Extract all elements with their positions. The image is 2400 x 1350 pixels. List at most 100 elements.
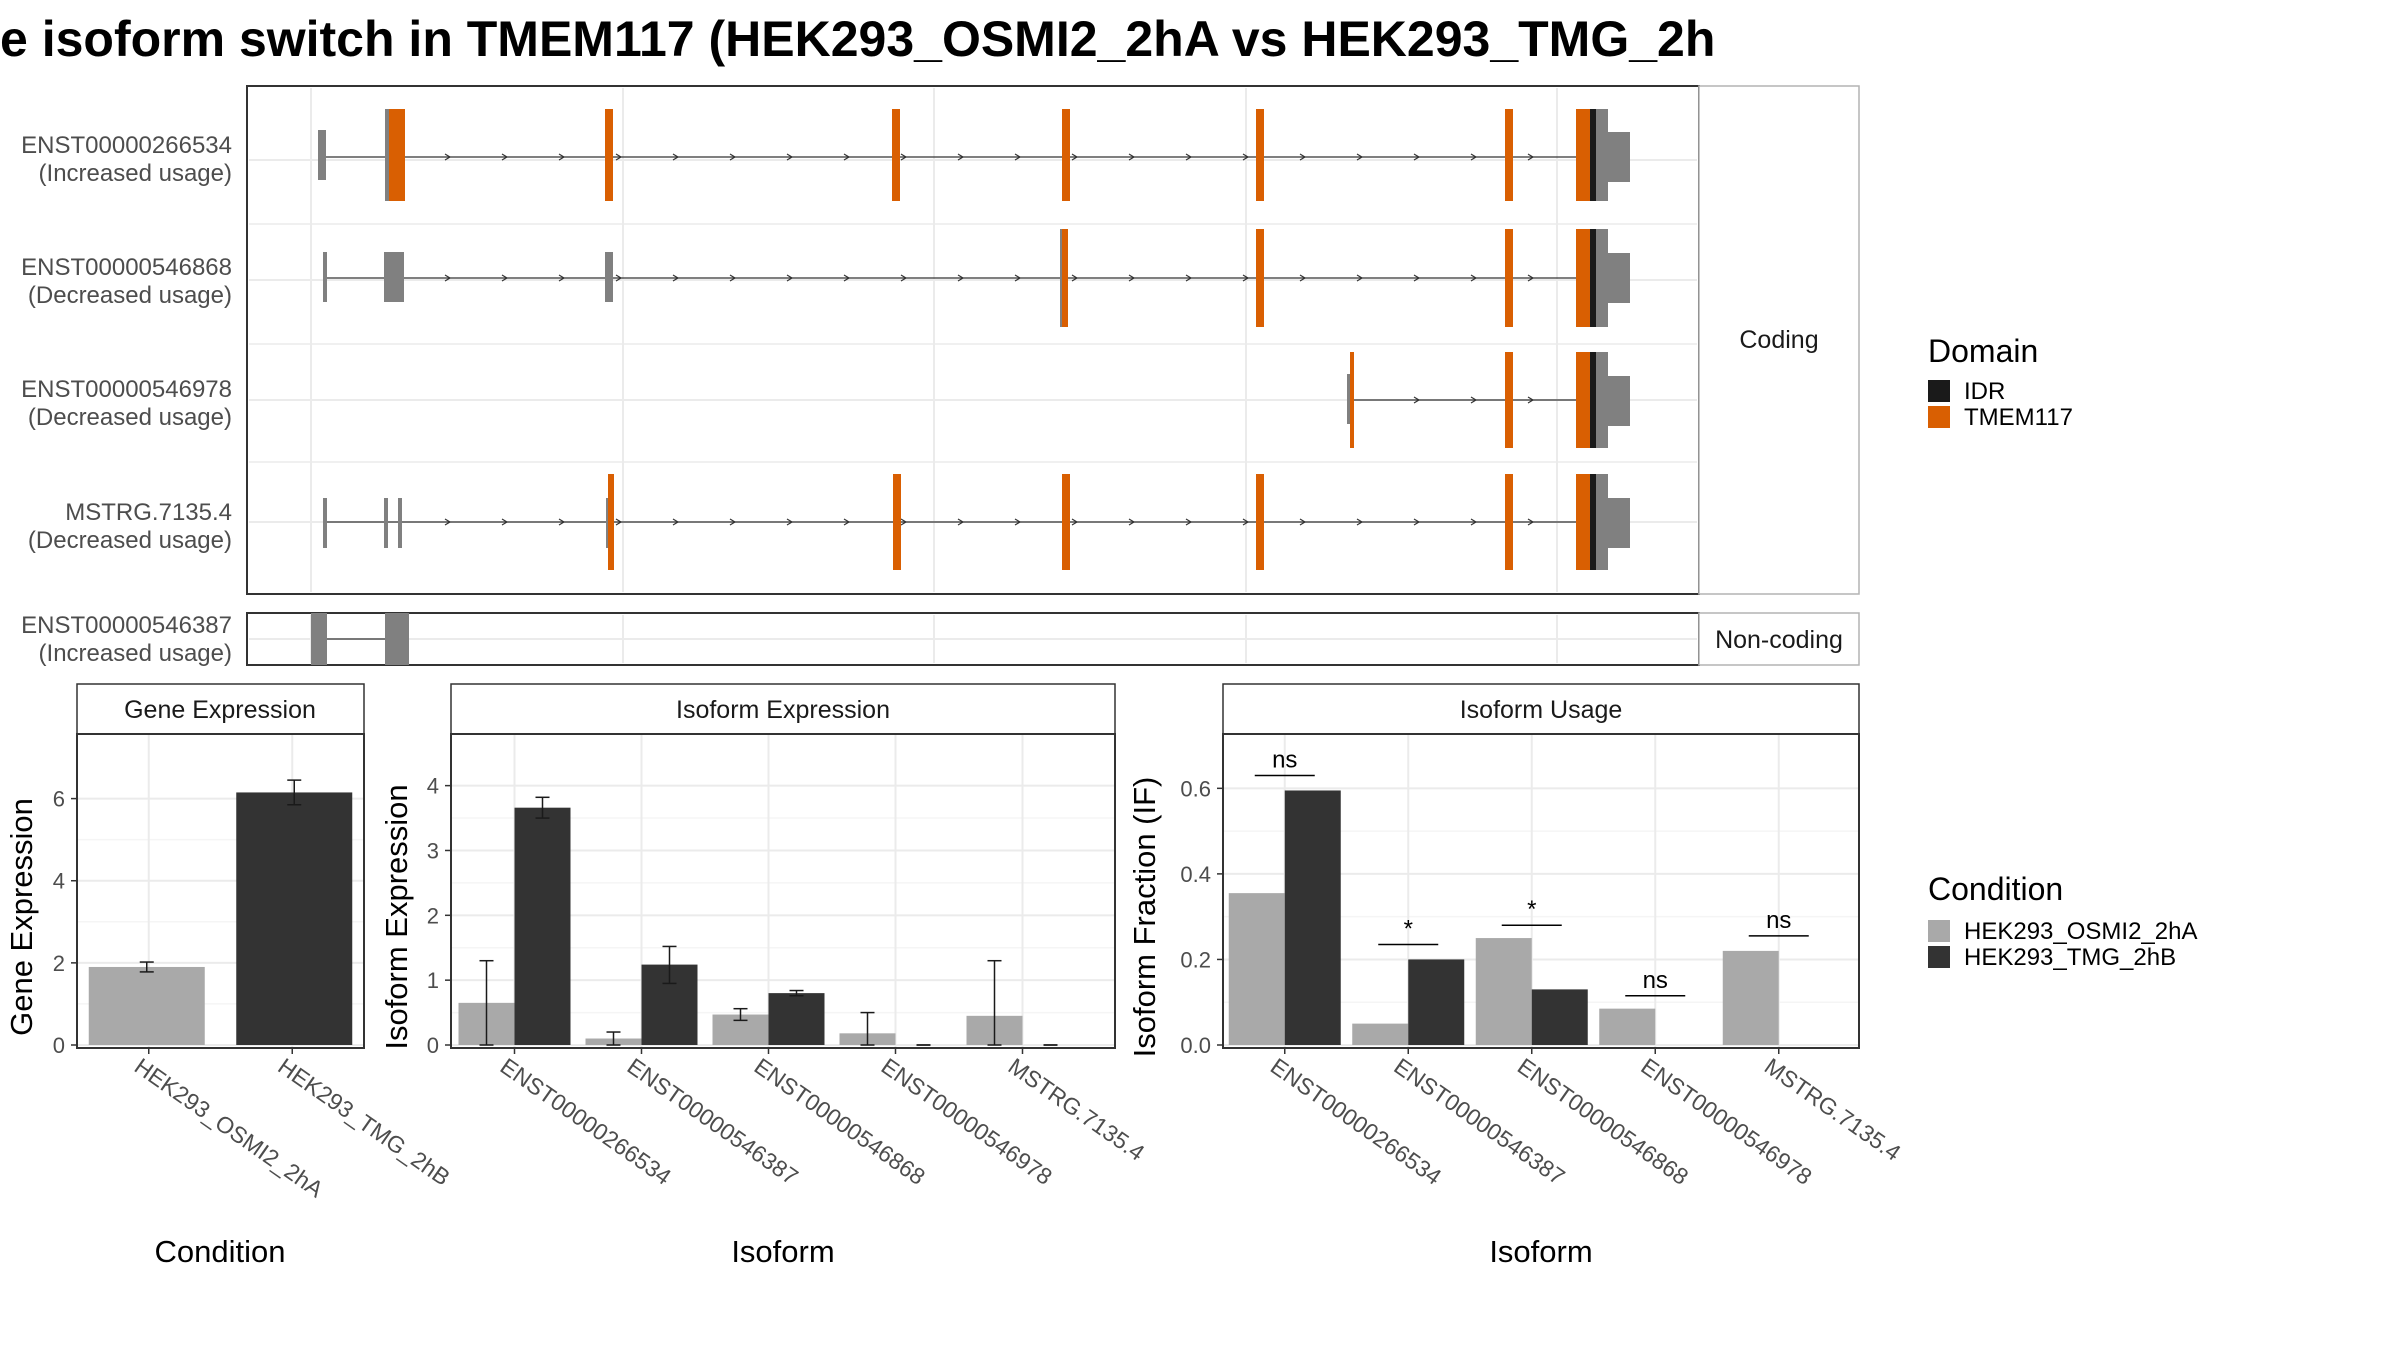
bar [1284, 790, 1341, 1045]
x-axis-title: Isoform [1489, 1234, 1592, 1269]
exon-block [1062, 109, 1070, 201]
intron-arrow [1299, 153, 1307, 161]
exon-block [318, 130, 326, 180]
coding-tracks [318, 109, 1630, 570]
intron-arrow [444, 518, 452, 526]
bar [88, 966, 205, 1045]
exon-block [1576, 109, 1590, 201]
intron-arrow [444, 274, 452, 282]
x-axis-title: Isoform [731, 1234, 834, 1269]
significance-label: * [1527, 896, 1536, 923]
bar [236, 792, 353, 1045]
bar [1408, 959, 1465, 1045]
track-label-usage: (Decreased usage) [28, 404, 232, 431]
intron-arrow [558, 153, 566, 161]
coding-panel-frame [246, 85, 1700, 595]
intron-arrow [1128, 153, 1136, 161]
intron-arrow [729, 274, 737, 282]
intron-arrow [900, 274, 908, 282]
exon-block [1596, 474, 1608, 570]
noncoding-strip-label: Non-coding [1715, 626, 1843, 654]
track-label-name: ENST00000546868 [21, 254, 232, 281]
intron-arrow [1413, 153, 1421, 161]
intron-arrow [1470, 518, 1478, 526]
exon-block [1576, 229, 1590, 327]
intron-arrow [1356, 153, 1364, 161]
exon-block [1596, 109, 1608, 201]
bar [1599, 1008, 1656, 1045]
track-label-name: ENST00000546978 [21, 376, 232, 403]
legend-swatch-cond-b [1928, 946, 1950, 968]
intron-arrow [1014, 274, 1022, 282]
bar [1475, 938, 1532, 1045]
y-tick-label: 0 [53, 1033, 65, 1058]
exon-block [1062, 474, 1070, 570]
intron-arrow [672, 518, 680, 526]
track-labels: ENST00000266534 (Increased usage) ENST00… [21, 132, 232, 667]
intron-arrow [1128, 274, 1136, 282]
transcript-track [323, 229, 1630, 327]
x-axis-title: Condition [155, 1234, 286, 1269]
intron-arrow [615, 518, 623, 526]
intron-arrow [558, 518, 566, 526]
y-axis-title: Isoform Expression [379, 784, 414, 1049]
significance-label: ns [1272, 747, 1297, 774]
plot-area: 01234ENST00000266534ENST00000546387ENST0… [427, 733, 1150, 1190]
transcript-track [1347, 352, 1630, 448]
intron-arrow [1071, 518, 1079, 526]
exon-block [1505, 352, 1513, 448]
exon-block [608, 474, 614, 570]
y-tick-label: 2 [53, 951, 65, 976]
track-label-usage: (Increased usage) [39, 640, 232, 667]
intron-arrow [843, 274, 851, 282]
intron-arrow [1299, 518, 1307, 526]
intron-arrow [900, 153, 908, 161]
chart-strip-title: Isoform Expression [676, 696, 890, 724]
isoform-expression-chart: Isoform Expression Isoform Isoform Expre… [379, 683, 1150, 1269]
intron-arrow [1356, 274, 1364, 282]
intron-arrow [729, 518, 737, 526]
structure-noncoding-panel: Non-coding [246, 612, 1860, 666]
intron-arrow [1413, 396, 1421, 404]
intron-arrow [1185, 518, 1193, 526]
intron-arrow [1128, 518, 1136, 526]
exon-block [1576, 474, 1590, 570]
y-tick-label: 0.4 [1180, 862, 1211, 887]
noncoding-tracks [311, 613, 409, 665]
legend-swatch-tmem117 [1928, 406, 1950, 428]
exon-block [1505, 474, 1513, 570]
y-tick-label: 0.2 [1180, 947, 1211, 972]
intron-arrow [1185, 153, 1193, 161]
transcript-track [318, 109, 1630, 201]
isoform-usage-chart: Isoform Usage Isoform Isoform Fraction (… [1127, 683, 1906, 1269]
intron-arrow [1470, 274, 1478, 282]
y-axis-title: Isoform Fraction (IF) [1127, 777, 1162, 1058]
intron-arrow [786, 274, 794, 282]
y-tick-label: 0 [427, 1033, 439, 1058]
intron-arrow [501, 518, 509, 526]
exon-block [1256, 229, 1264, 327]
exon-block [605, 252, 613, 302]
y-tick-label: 2 [427, 903, 439, 928]
intron-arrow [501, 153, 509, 161]
intron-arrow [1242, 274, 1250, 282]
transcript-track [323, 474, 1630, 570]
intron-arrow [444, 153, 452, 161]
intron-arrow [1413, 518, 1421, 526]
intron-arrow [1527, 518, 1535, 526]
domain-legend: Domain IDR TMEM117 [1928, 333, 2073, 431]
legend-label-cond-a: HEK293_OSMI2_2hA [1964, 918, 2197, 945]
exon-block [323, 252, 327, 302]
intron-arrow [1527, 396, 1535, 404]
exon-block [1576, 352, 1590, 448]
exon-block [384, 498, 388, 548]
track-label-usage: (Decreased usage) [28, 282, 232, 309]
intron-arrow [1014, 518, 1022, 526]
bar [1228, 893, 1285, 1045]
intron-arrow [1527, 153, 1535, 161]
exon-block [1608, 376, 1630, 426]
figure-title: e isoform switch in TMEM117 (HEK293_OSMI… [0, 11, 1715, 67]
intron-arrow [843, 518, 851, 526]
bars [88, 779, 353, 1045]
intron-arrow [672, 274, 680, 282]
